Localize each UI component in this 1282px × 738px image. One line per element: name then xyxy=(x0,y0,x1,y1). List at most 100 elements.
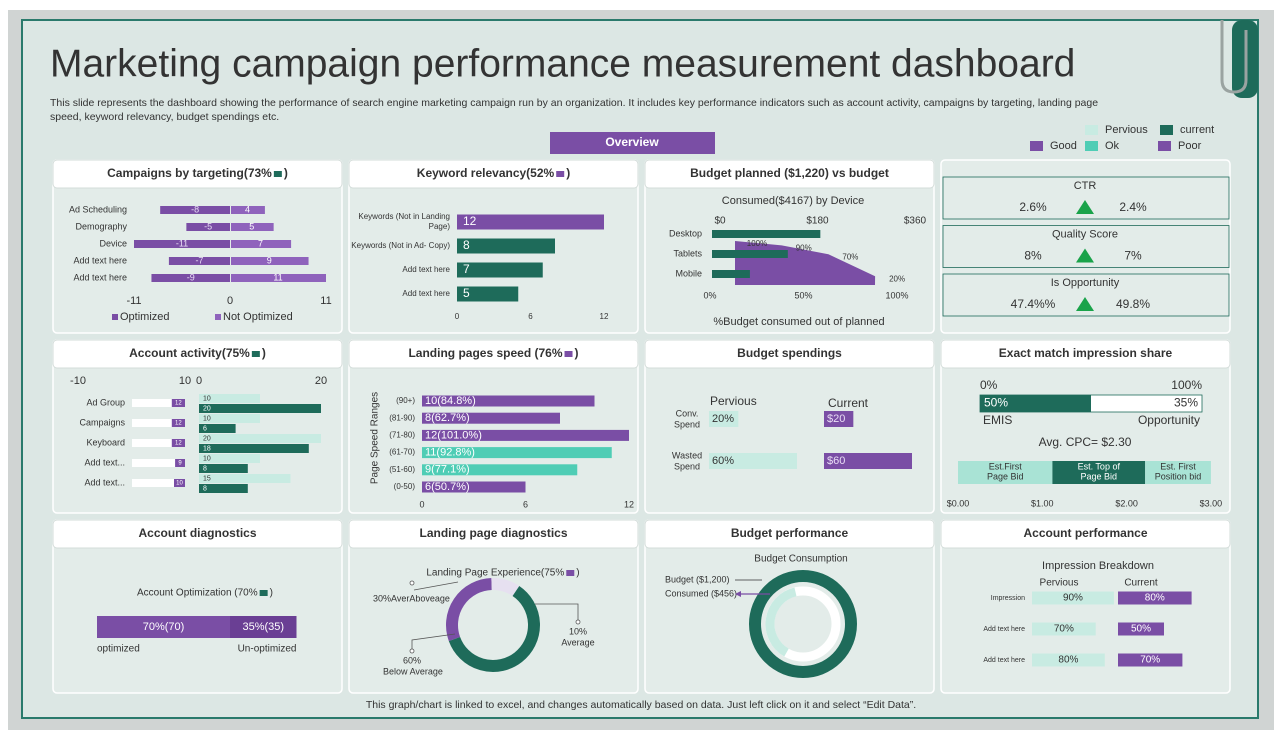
label: (90+) xyxy=(396,396,415,405)
legend-label: Good xyxy=(1050,140,1077,152)
page-subtitle: This slide represents the dashboard show… xyxy=(50,97,1098,109)
label: EMIS xyxy=(983,413,1012,427)
label: Mobile xyxy=(675,268,702,278)
bar-track xyxy=(132,459,185,467)
label: Account Optimization (70% xyxy=(137,588,258,599)
x-tick-label: $1.00 xyxy=(1031,498,1054,508)
bar xyxy=(712,230,821,238)
legend-label: Ok xyxy=(1105,140,1120,152)
value-label: 8(62.7%) xyxy=(425,412,470,424)
caption-swatch xyxy=(259,590,268,596)
bar xyxy=(199,394,260,403)
bar xyxy=(231,223,274,231)
label: Quality Score xyxy=(1052,228,1118,240)
value-label: 70% xyxy=(1054,624,1074,635)
label: 2.6% xyxy=(1019,200,1047,214)
value-label: 5 xyxy=(463,286,470,300)
bar xyxy=(230,616,297,638)
value-label: 5 xyxy=(249,221,254,231)
label: (71-80) xyxy=(389,431,415,440)
value-label: 10 xyxy=(203,395,211,402)
x-tick-label: 6 xyxy=(528,312,533,321)
legend-swatch xyxy=(1085,125,1098,135)
label: Budget Consumption xyxy=(754,554,847,565)
donut-segment xyxy=(491,578,520,597)
value-label: 9 xyxy=(267,255,272,265)
legend-label: Not Optimized xyxy=(223,311,293,323)
up-arrow xyxy=(1076,297,1094,311)
panel-header xyxy=(52,159,343,189)
bar xyxy=(1118,591,1192,605)
label: Add text here xyxy=(73,255,127,265)
x-tick-label: 12 xyxy=(624,499,634,509)
value-label: 12 xyxy=(175,421,182,427)
label: Spend xyxy=(674,419,700,429)
bar xyxy=(199,484,248,493)
panel-header xyxy=(644,339,935,369)
bar xyxy=(958,461,1053,484)
value-label: 90% xyxy=(1063,593,1083,604)
bar xyxy=(712,250,788,258)
value-label: $60 xyxy=(827,455,845,467)
label: Impression Breakdown xyxy=(1042,560,1154,572)
label: 8% xyxy=(1024,249,1042,263)
panel-header xyxy=(940,519,1231,549)
label: Current xyxy=(828,396,869,410)
caption-swatch xyxy=(273,171,282,177)
leader-dot xyxy=(409,580,415,586)
panel-header xyxy=(348,339,639,369)
value-label: 70% xyxy=(1140,655,1160,666)
value-label: 6 xyxy=(203,425,207,432)
bar xyxy=(199,404,321,413)
paperclip xyxy=(1220,20,1248,94)
label: Ad Group xyxy=(86,397,125,407)
panel-title: Budget performance xyxy=(731,526,849,540)
label: Pervious xyxy=(1040,578,1079,589)
bar xyxy=(199,474,291,483)
label: Position bid xyxy=(1155,471,1202,481)
value-label: 8 xyxy=(203,485,207,492)
leader-dot xyxy=(409,648,415,654)
legend-swatch xyxy=(112,314,118,320)
bar xyxy=(712,270,750,278)
label: Est. First xyxy=(1160,461,1196,471)
value-label: 20% xyxy=(712,413,734,425)
panel-title: ) xyxy=(566,166,570,180)
axis-title: Page Speed Ranges xyxy=(370,392,381,484)
value-label: $20 xyxy=(827,413,845,425)
bar xyxy=(231,206,265,214)
bar xyxy=(160,206,230,214)
x-tick-label: $360 xyxy=(904,216,927,227)
x-tick-label: 100% xyxy=(885,290,908,300)
value-label: 35%(35) xyxy=(242,621,284,633)
value-label: 70% xyxy=(842,252,858,261)
label: Device xyxy=(99,238,127,248)
bar-track xyxy=(132,439,185,447)
bar xyxy=(709,411,739,427)
label: Consumed ($456) xyxy=(665,588,737,598)
label: Landing Page Experience(75% xyxy=(426,568,564,579)
label: Keywords (Not in Ad- Copy) xyxy=(351,241,450,250)
bar xyxy=(709,453,797,469)
overview-button[interactable] xyxy=(550,132,715,154)
value-label: 12 xyxy=(175,401,182,407)
value-label: 90% xyxy=(796,244,812,253)
footer: This graph/chart is linked to excel, and… xyxy=(366,699,916,711)
label: Page Bid xyxy=(987,471,1024,481)
panel-title: Budget planned ($1,220) vs budget xyxy=(690,166,889,180)
label: Add text here xyxy=(983,657,1025,664)
x-tick-label: 0 xyxy=(419,499,424,509)
value-label: 10 xyxy=(203,415,211,422)
overview-label[interactable]: Overview xyxy=(605,135,659,149)
legend-label: Optimized xyxy=(120,311,170,323)
bar xyxy=(199,414,260,423)
panel-title: Account activity(75% xyxy=(129,346,250,360)
caption-swatch xyxy=(564,351,573,357)
bar xyxy=(1145,461,1211,484)
bar xyxy=(422,412,560,424)
label: Impression xyxy=(991,595,1025,602)
legend-swatch xyxy=(1085,141,1098,151)
bar xyxy=(422,447,612,459)
bar xyxy=(199,464,248,473)
label: Est. Top of xyxy=(1078,461,1121,471)
